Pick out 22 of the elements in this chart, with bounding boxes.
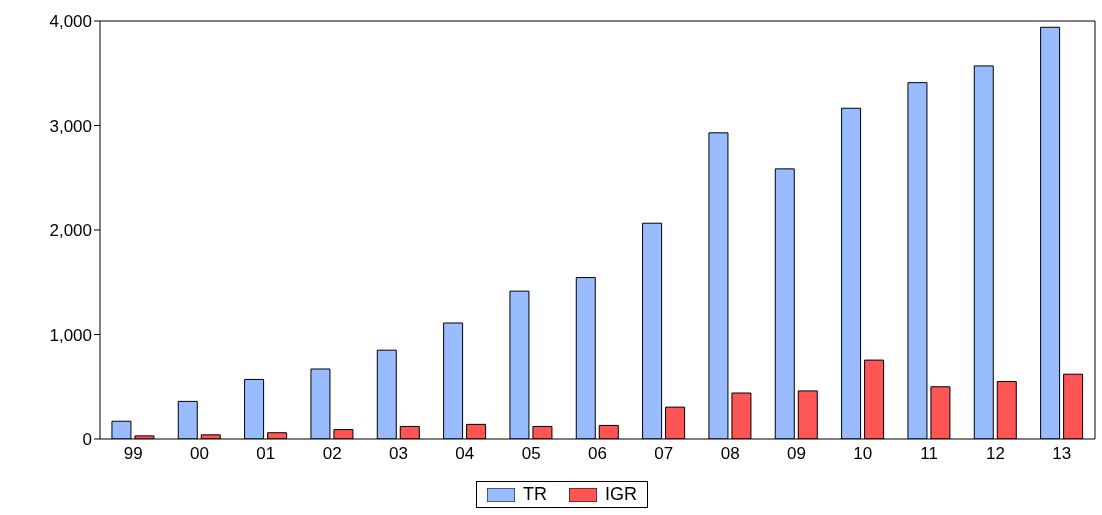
- x-tick-label: 08: [720, 444, 740, 464]
- y-tick-label: 1,000: [49, 325, 92, 345]
- x-tick-label: 01: [256, 444, 276, 464]
- y-tick-label: 0: [82, 430, 92, 450]
- x-tick-label: 09: [787, 444, 806, 464]
- y-tick-label: 3,000: [49, 116, 92, 136]
- y-tick-label: 2,000: [49, 221, 92, 241]
- x-tick-label: 03: [389, 444, 408, 464]
- x-tick-label: 13: [1052, 444, 1072, 464]
- x-tick-label: 10: [853, 444, 873, 464]
- legend-label: IGR: [604, 484, 637, 505]
- x-tick-label: 06: [588, 444, 607, 464]
- x-tick-label: 04: [455, 444, 475, 464]
- x-tick-label: 12: [986, 444, 1005, 464]
- x-tick-label: 07: [654, 444, 674, 464]
- legend-label: TR: [522, 484, 547, 505]
- x-tick-label: 00: [190, 444, 209, 464]
- x-tick-label: 11: [920, 444, 938, 464]
- x-tick-label: 99: [123, 444, 143, 464]
- x-tick-label: 05: [521, 444, 541, 464]
- x-tick-label: 02: [322, 444, 342, 464]
- y-tick-label: 4,000: [49, 12, 92, 32]
